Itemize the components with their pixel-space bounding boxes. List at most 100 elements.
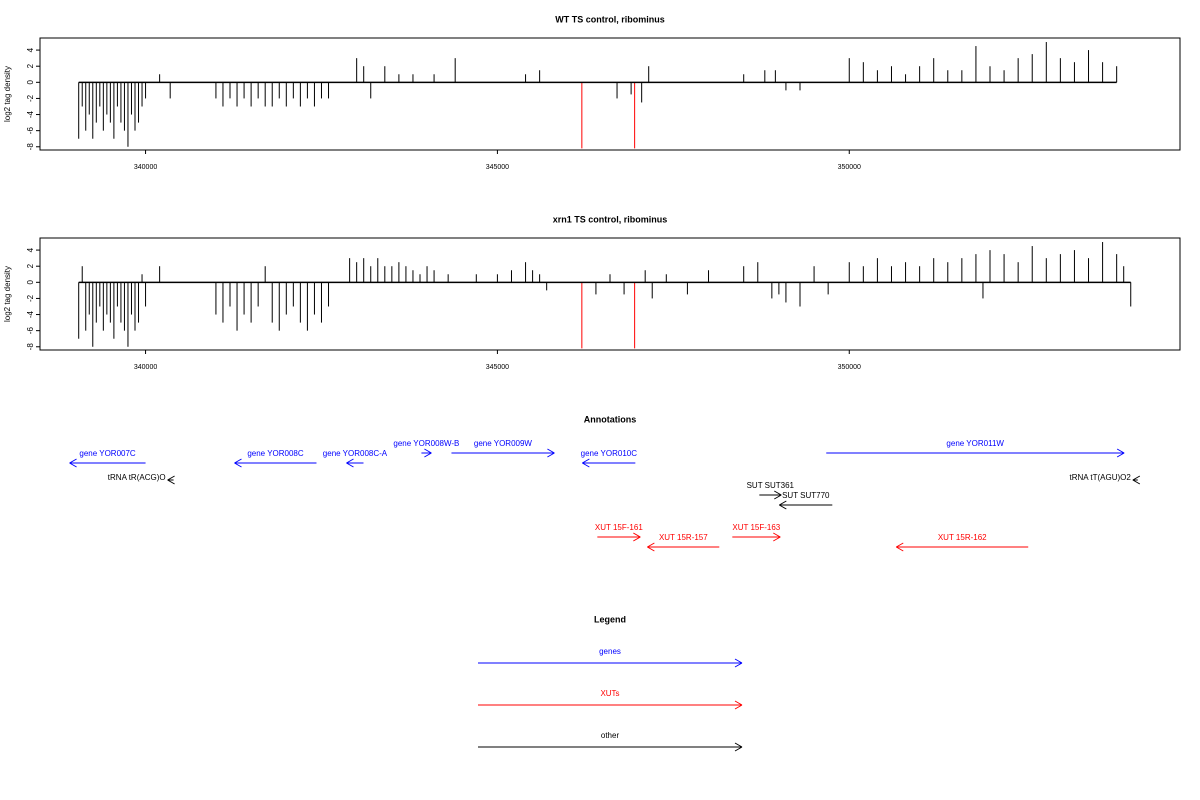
feature-arrow — [779, 500, 833, 510]
y-tick-label: 2 — [26, 63, 35, 68]
arrow-segment — [424, 452, 432, 458]
y-tick-label: -6 — [26, 327, 35, 335]
feature-label: XUT 15F-161 — [595, 523, 643, 532]
y-tick-label: -6 — [26, 127, 35, 135]
legend-arrow — [478, 742, 743, 752]
feature-label: gene YOR008C-A — [323, 449, 388, 458]
arrow-segment — [1116, 448, 1125, 454]
feature-arrow — [647, 542, 720, 552]
arrow-segment — [547, 452, 555, 458]
feature-arrow — [234, 458, 317, 468]
arrow-segment — [779, 500, 787, 506]
x-tick-label: 345000 — [486, 164, 509, 171]
feature-arrow — [451, 448, 555, 458]
feature-label: XUT 15R-162 — [938, 533, 987, 542]
y-tick-label: -4 — [26, 310, 35, 318]
y-tick-label: 4 — [26, 47, 35, 52]
feature-arrow — [732, 532, 781, 542]
feature-label: SUT SUT361 — [747, 481, 795, 490]
arrow-segment — [734, 658, 743, 664]
feature-arrow — [421, 448, 432, 458]
y-tick-label: -4 — [26, 110, 35, 118]
y-axis-label: log2 tag density — [3, 266, 12, 322]
arrow-segment — [633, 532, 641, 538]
plot-frame — [39, 37, 1181, 151]
legend-label: other — [601, 731, 620, 740]
feature-label: gene YOR007C — [79, 449, 136, 458]
legend-title: Legend — [594, 614, 626, 624]
arrow-segment — [346, 462, 354, 468]
feature-arrow — [69, 458, 146, 468]
plot-frame — [39, 237, 1181, 351]
arrow-segment — [234, 462, 242, 468]
y-tick-label: -2 — [26, 94, 35, 102]
y-tick-label: 4 — [26, 247, 35, 252]
legend-arrow — [478, 658, 743, 668]
feature-label: SUT SUT770 — [782, 491, 830, 500]
chart-title: xrn1 TS control, ribominus — [553, 214, 668, 224]
feature-label: gene YOR009W — [474, 439, 533, 448]
arrow-segment — [1116, 452, 1125, 458]
feature-label: tRNA tR(ACG)O — [108, 473, 166, 482]
feature-label: gene YOR008W-B — [393, 439, 459, 448]
feature-arrow — [759, 490, 782, 500]
arrow-segment — [774, 494, 782, 500]
feature-arrow — [582, 458, 636, 468]
arrow-segment — [779, 504, 787, 510]
legend-arrow — [478, 700, 743, 710]
arrow-segment — [582, 458, 590, 464]
chart-title: WT TS control, ribominus — [555, 14, 665, 24]
feature-arrow — [346, 458, 364, 468]
arrow-segment — [647, 546, 655, 552]
feature-arrow — [1132, 475, 1141, 485]
arrow-segment — [734, 662, 743, 668]
arrow-segment — [167, 479, 175, 485]
feature-arrow — [896, 542, 1029, 552]
arrow-segment — [734, 700, 743, 706]
feature-arrow — [826, 448, 1125, 458]
arrow-segment — [896, 542, 904, 548]
y-tick-label: 2 — [26, 263, 35, 268]
arrow-segment — [234, 458, 242, 464]
y-axis-label: log2 tag density — [3, 66, 12, 122]
legend-label: genes — [599, 647, 621, 656]
arrow-segment — [1132, 479, 1141, 485]
x-tick-label: 350000 — [838, 364, 861, 371]
arrow-segment — [773, 536, 781, 542]
x-tick-label: 340000 — [134, 164, 157, 171]
arrow-segment — [633, 536, 641, 542]
arrow-segment — [547, 448, 555, 454]
arrow-segment — [346, 458, 354, 464]
feature-arrow — [167, 475, 175, 485]
arrow-segment — [69, 462, 77, 468]
x-tick-label: 340000 — [134, 364, 157, 371]
feature-label: gene YOR011W — [946, 439, 1004, 448]
feature-label: XUT 15R-157 — [659, 533, 708, 542]
arrow-segment — [734, 742, 743, 748]
y-tick-label: -8 — [26, 343, 35, 351]
arrow-segment — [167, 475, 175, 481]
arrow-segment — [734, 704, 743, 710]
arrow-segment — [647, 542, 655, 548]
feature-arrow — [597, 532, 641, 542]
arrow-segment — [774, 490, 782, 496]
arrow-segment — [582, 462, 590, 468]
x-tick-label: 345000 — [486, 364, 509, 371]
legend-label: XUTs — [600, 689, 619, 698]
annotations-title: Annotations — [584, 414, 637, 424]
y-tick-label: -8 — [26, 143, 35, 151]
y-tick-label: 0 — [26, 280, 35, 285]
arrow-segment — [734, 746, 743, 752]
feature-label: tRNA tT(AGU)O2 — [1070, 473, 1132, 482]
y-tick-label: -2 — [26, 294, 35, 302]
arrow-segment — [896, 546, 904, 552]
arrow-segment — [1132, 475, 1141, 481]
x-tick-label: 350000 — [838, 164, 861, 171]
arrow-segment — [773, 532, 781, 538]
arrow-segment — [69, 458, 77, 464]
feature-label: gene YOR010C — [581, 449, 638, 458]
arrow-segment — [424, 448, 432, 454]
y-tick-label: 0 — [26, 80, 35, 85]
feature-label: gene YOR008C — [247, 449, 304, 458]
